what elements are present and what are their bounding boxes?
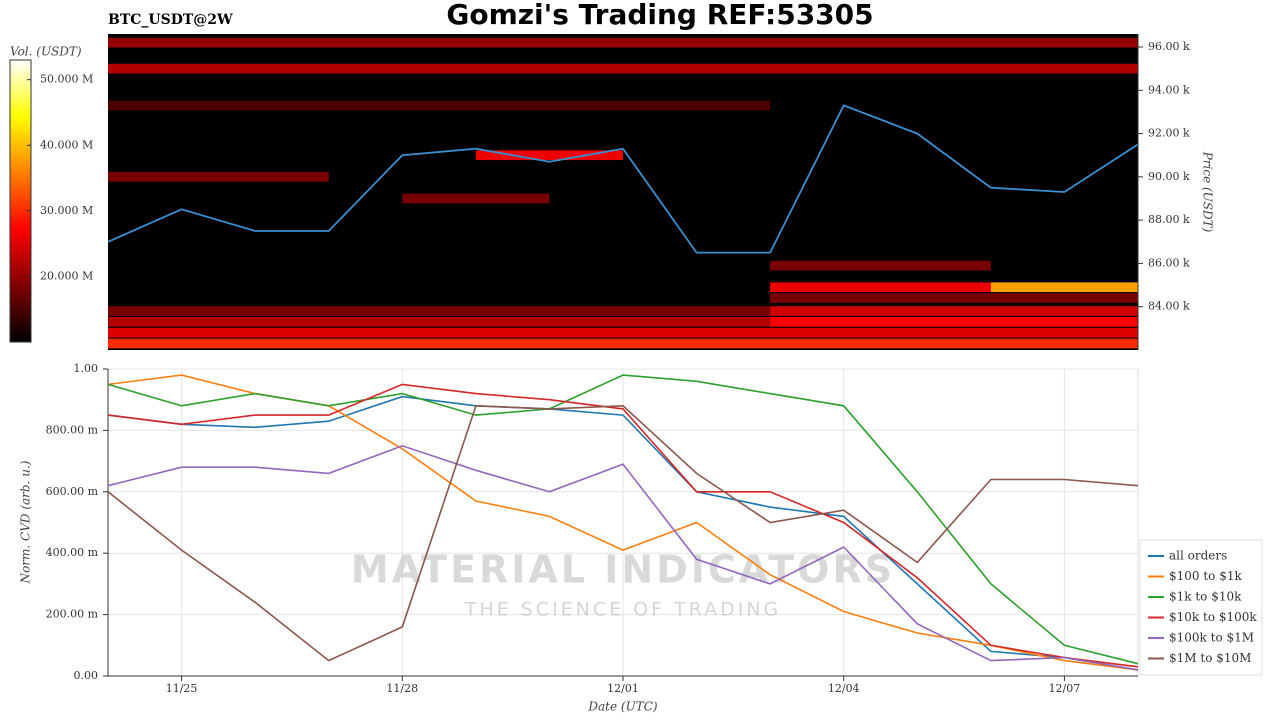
heatmap-band <box>108 338 1138 349</box>
x-tick-label: 12/07 <box>1049 682 1081 695</box>
y-tick-label: 94.00 k <box>1148 83 1190 96</box>
heatmap-band <box>108 316 771 327</box>
y-axis-label: Norm. CVD (arb. u.) <box>19 460 33 584</box>
heatmap-band <box>475 150 623 161</box>
legend-label: $1k to $10k <box>1169 590 1242 604</box>
heatmap-band <box>770 316 1138 327</box>
y-tick-label: 84.00 k <box>1148 300 1190 313</box>
y-tick-label: 600.00 m <box>46 485 99 498</box>
y-tick-label: 1.00 <box>74 362 99 375</box>
colorbar-tick-label: 50.000 M <box>40 73 93 86</box>
watermark-title: MATERIAL INDICATORS <box>351 548 895 592</box>
heatmap-band <box>108 37 1138 48</box>
y-tick-label: 200.00 m <box>46 608 99 621</box>
page-title: Gomzi's Trading REF:53305 <box>446 0 873 31</box>
x-tick-label: 12/01 <box>607 682 639 695</box>
colorbar-tick-label: 30.000 M <box>40 204 93 217</box>
colorbar <box>9 59 32 343</box>
heatmap-band <box>770 306 1138 316</box>
legend-label: $10k to $100k <box>1169 610 1257 624</box>
colorbar-label: Vol. (USDT) <box>10 45 82 59</box>
y-tick-label: 90.00 k <box>1148 170 1190 183</box>
legend-label: all orders <box>1169 549 1227 563</box>
heatmap-band <box>108 306 771 316</box>
y-tick-label: 88.00 k <box>1148 213 1190 226</box>
cvd-line <box>107 374 1139 665</box>
cvd-line <box>107 395 1139 671</box>
legend-label: $100 to $1k <box>1169 569 1242 583</box>
heatmap-band <box>108 63 1138 74</box>
heatmap-band <box>108 100 771 111</box>
symbol: BTC_USDT@2W <box>108 12 233 28</box>
cvd-line <box>107 444 1139 671</box>
y-tick-label: 400.00 m <box>46 546 99 559</box>
y-tick-label: 92.00 k <box>1148 127 1190 140</box>
x-tick-label: 11/25 <box>166 682 198 695</box>
x-tick-label: 11/28 <box>386 682 418 695</box>
y-tick-label: 0.00 <box>74 669 99 682</box>
price-line <box>107 104 1139 254</box>
heatmap-band <box>108 327 1138 338</box>
legend-label: $1M to $10M <box>1169 651 1251 665</box>
y-tick-label: 96.00 k <box>1148 40 1190 53</box>
heatmap-band <box>770 282 991 293</box>
x-tick-label: 12/04 <box>828 682 860 695</box>
colorbar-tick-label: 40.000 M <box>40 138 93 151</box>
watermark-subtitle: THE SCIENCE OF TRADING <box>464 599 782 621</box>
cvd-line <box>107 383 1139 668</box>
y-tick-label: 800.00 m <box>46 423 99 436</box>
heatmap-band <box>770 293 1138 303</box>
legend-label: $100k to $1M <box>1169 631 1254 645</box>
y-tick-label: 86.00 k <box>1148 256 1190 269</box>
cvd-line <box>107 404 1139 662</box>
heatmap-band <box>770 260 991 271</box>
y-axis-label: Price (USDT) <box>1201 151 1215 233</box>
x-axis-label: Date (UTC) <box>587 700 657 714</box>
heatmap-band <box>108 171 329 182</box>
heatmap-band <box>990 282 1138 293</box>
heatmap-band <box>402 193 550 204</box>
colorbar-tick-label: 20.000 M <box>40 269 93 282</box>
legend-box <box>1139 539 1263 676</box>
